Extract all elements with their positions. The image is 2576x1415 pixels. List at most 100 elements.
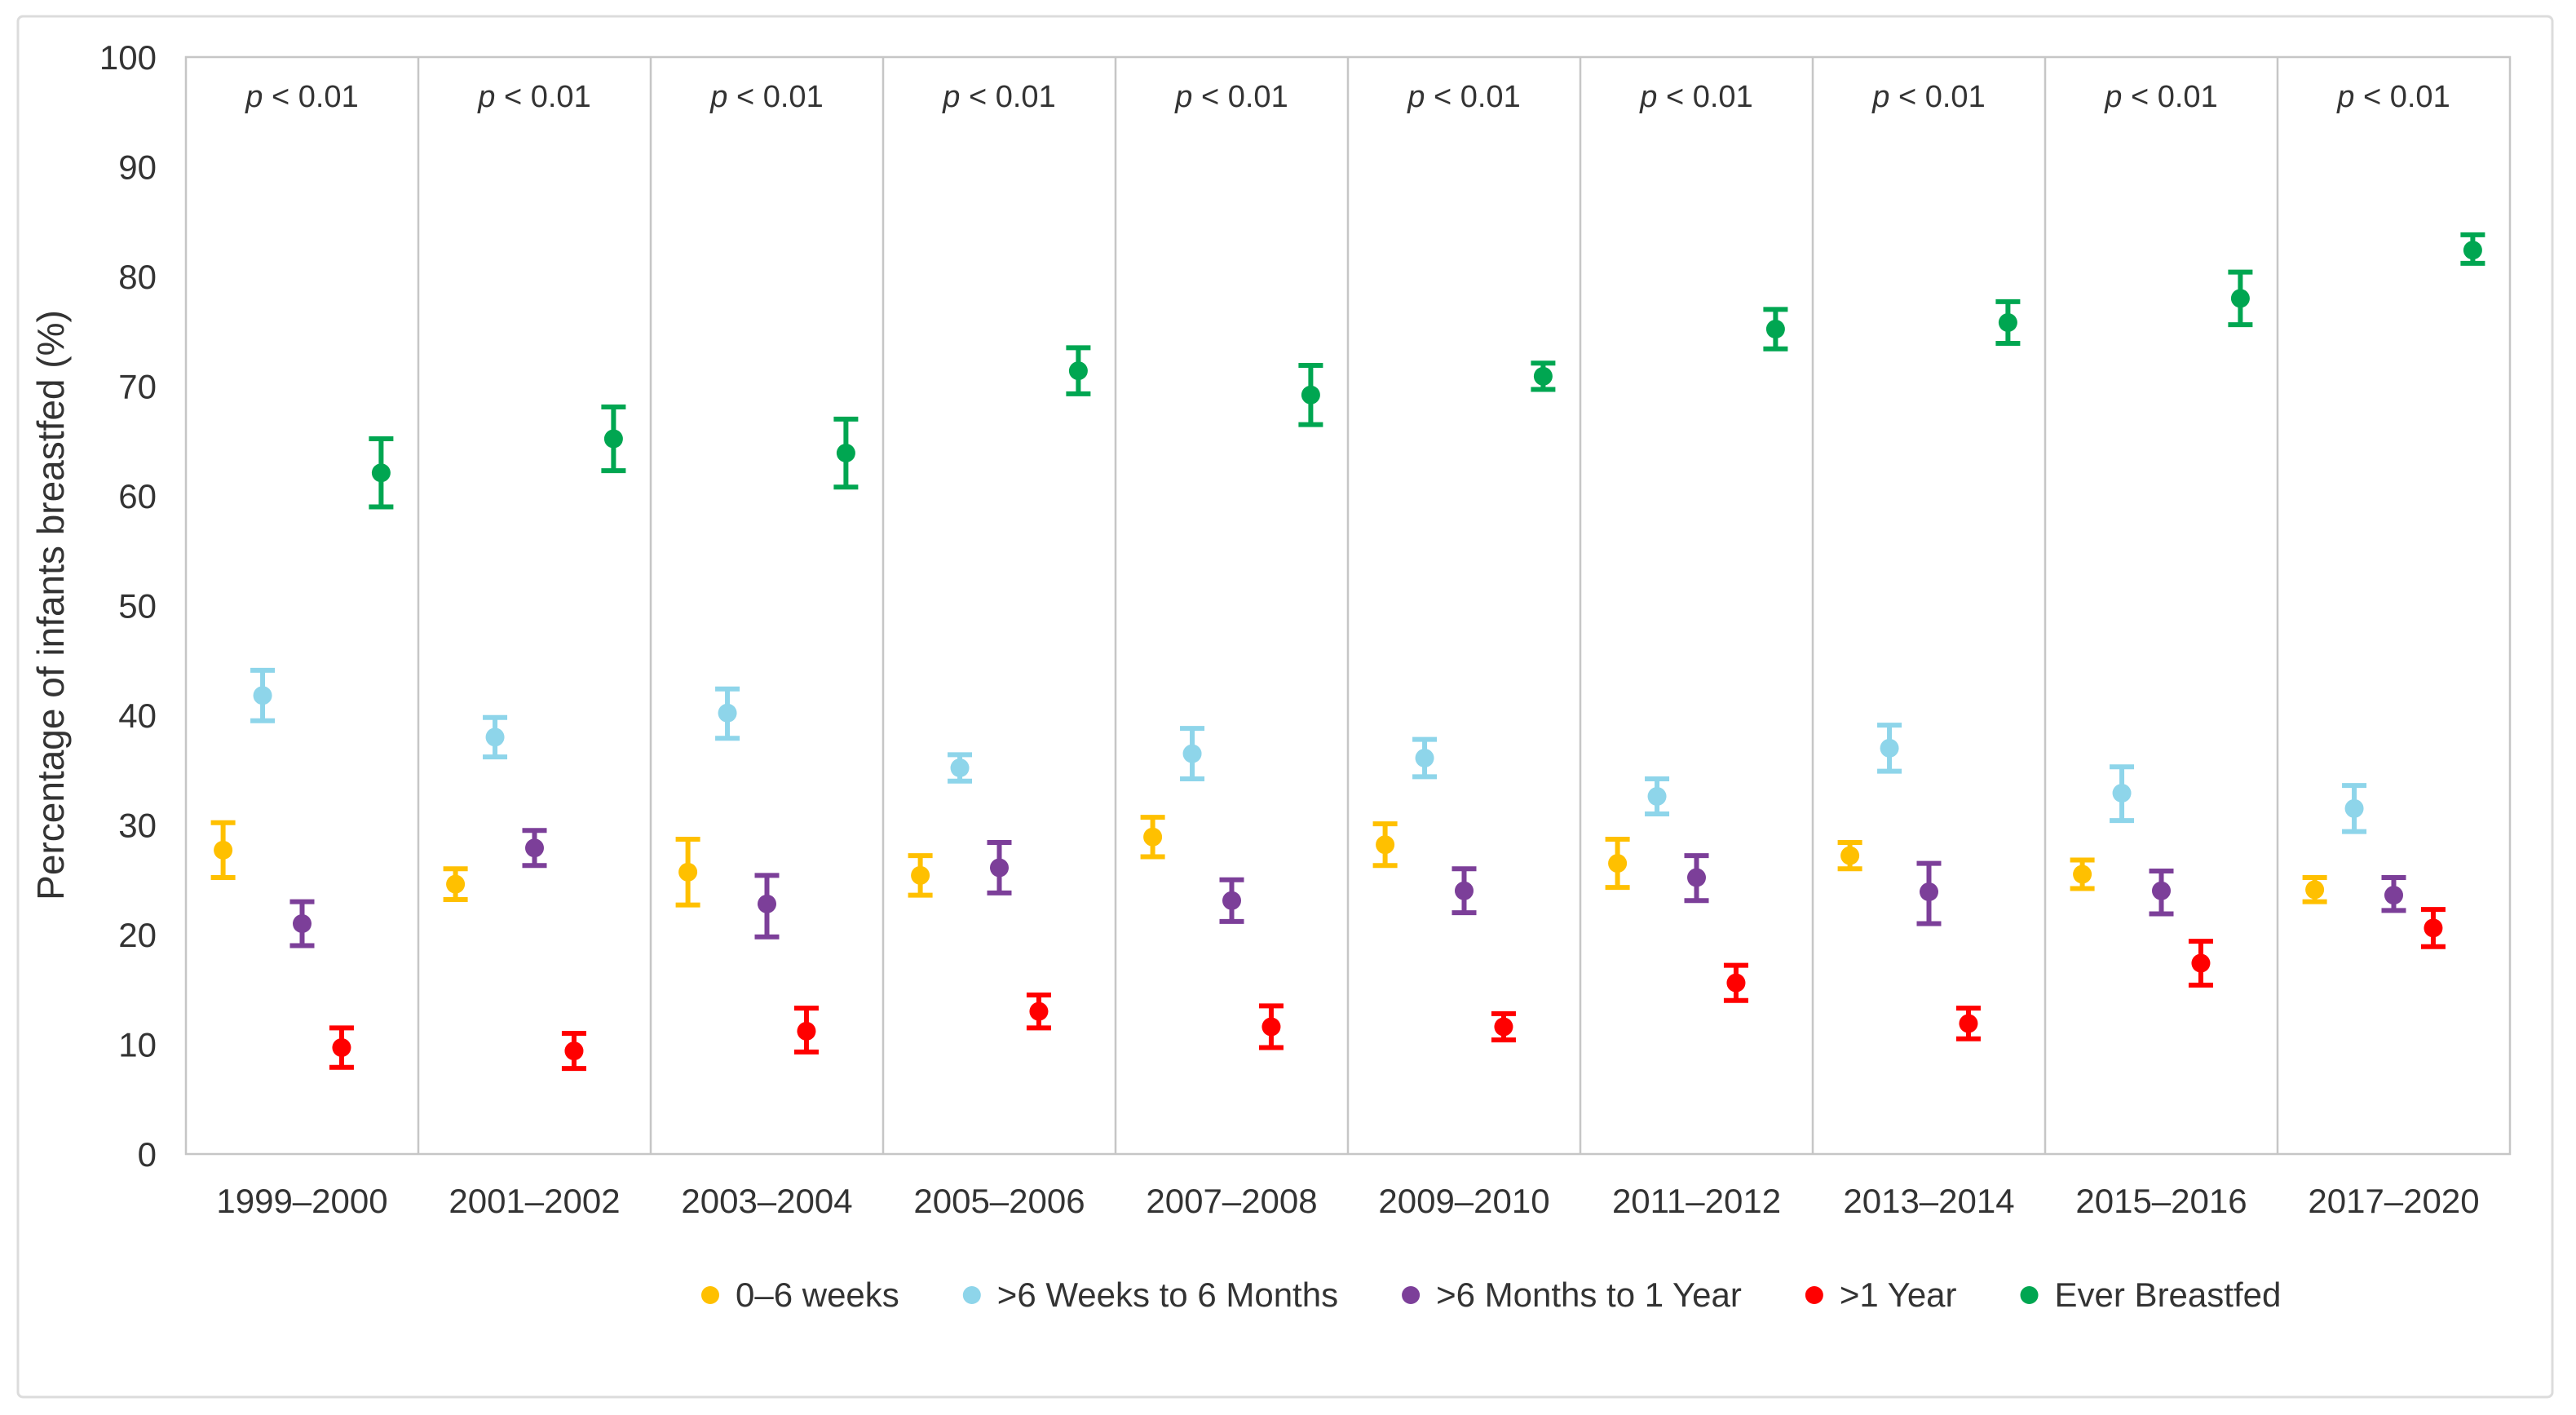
data-point (1645, 776, 1670, 817)
point-marker (1533, 366, 1553, 386)
y-tick-label: 90 (118, 148, 157, 187)
y-tick-label: 80 (118, 258, 157, 296)
legend-label: >6 Weeks to 6 Months (997, 1276, 1338, 1314)
data-point (2420, 907, 2446, 949)
point-marker (1029, 1002, 1049, 1021)
y-tick-label: 30 (118, 807, 157, 845)
point-marker (1182, 744, 1202, 763)
point-marker (371, 463, 391, 483)
point-marker (758, 894, 776, 913)
point-marker (1376, 835, 1395, 855)
data-point (987, 840, 1012, 895)
legend-item-ever-breastfed: Ever Breastfed (2020, 1276, 2281, 1314)
point-marker (950, 758, 970, 778)
point-marker (253, 686, 272, 705)
point-marker (718, 703, 737, 723)
x-category-label: 2003–2004 (681, 1182, 852, 1220)
point-marker (2152, 881, 2171, 900)
data-point (250, 667, 276, 723)
series-1 (210, 815, 2327, 908)
point-marker (332, 1038, 351, 1058)
point-marker (2305, 880, 2325, 900)
legend-label: 0–6 weeks (736, 1276, 899, 1314)
data-point (1837, 840, 1862, 872)
data-point (1298, 362, 1323, 427)
p-value-annotation: p < 0.01 (477, 80, 590, 114)
x-category-label: 2009–2010 (1378, 1182, 1549, 1220)
x-category-label: 2007–2008 (1146, 1182, 1317, 1220)
x-category-label: 2013–2014 (1843, 1182, 2014, 1220)
p-value-annotation: p < 0.01 (1407, 80, 1520, 114)
legend-label: >1 Year (1840, 1276, 1957, 1314)
data-point (1451, 866, 1477, 916)
point-marker (525, 838, 544, 858)
point-marker (1647, 787, 1667, 807)
data-point (754, 873, 780, 940)
data-point (1066, 345, 1091, 396)
data-point (908, 853, 933, 898)
data-point (1995, 298, 2021, 347)
x-category-label: 2005–2006 (913, 1182, 1085, 1220)
p-value-annotation: p < 0.01 (1639, 80, 1752, 114)
data-point (1605, 836, 1630, 891)
data-point (2110, 764, 2135, 824)
panel-p-value-annotations: p < 0.01 p < 0.01 p < 0.01 p < 0.01 p < 0.01… (245, 80, 2450, 114)
point-marker (603, 429, 623, 449)
data-point (1219, 877, 1244, 924)
legend-item-6-weeks-to-6-months: >6 Weeks to 6 Months (962, 1276, 1338, 1314)
point-marker (446, 874, 466, 894)
legend-marker-6-months-to-1-year (1402, 1286, 1421, 1304)
data-point (601, 405, 626, 474)
p-value-annotation: p < 0.01 (942, 80, 1055, 114)
point-marker (836, 444, 855, 463)
data-point (1140, 815, 1165, 860)
point-marker (1687, 868, 1706, 887)
data-point (2228, 269, 2253, 328)
data-point (1180, 726, 1205, 782)
point-marker (911, 865, 930, 885)
point-marker (2384, 886, 2403, 905)
panel-frames (184, 55, 2512, 1156)
p-value-annotation: p < 0.01 (2104, 80, 2217, 114)
y-tick-label: 20 (118, 916, 157, 954)
data-point (210, 820, 236, 881)
data-point (2188, 939, 2213, 988)
point-marker (1840, 846, 1860, 865)
data-point (1684, 853, 1709, 904)
point-marker (797, 1021, 816, 1041)
data-point (483, 714, 508, 760)
data-point (715, 686, 740, 741)
point-marker (564, 1041, 584, 1061)
point-marker (214, 840, 233, 860)
data-point (1412, 736, 1438, 780)
legend-item-6-months-to-1-year: >6 Months to 1 Year (1402, 1276, 1742, 1314)
data-point (1491, 1010, 1516, 1043)
point-marker (1726, 973, 1746, 993)
legend-item-1-year: >1 Year (1805, 1276, 1957, 1314)
data-point (2149, 868, 2174, 917)
x-category-label: 1999–2000 (216, 1182, 387, 1220)
series-4 (329, 907, 2446, 1072)
point-marker (1959, 1014, 1978, 1033)
y-tick-label: 60 (118, 477, 157, 515)
point-marker (1920, 882, 1938, 902)
point-marker (2112, 783, 2132, 803)
data-point (443, 866, 468, 902)
figure-border (16, 15, 2554, 1399)
data-point (2460, 232, 2485, 266)
legend-label: >6 Months to 1 Year (1436, 1276, 1742, 1314)
point-marker (2463, 241, 2482, 260)
point-marker (1415, 748, 1434, 767)
point-marker (2424, 918, 2443, 938)
point-marker (1143, 827, 1163, 847)
point-marker (1608, 854, 1628, 873)
y-tick-label: 50 (118, 587, 157, 626)
p-value-annotation: p < 0.01 (1174, 80, 1288, 114)
data-point (369, 436, 394, 510)
legend-item-0-6-weeks: 0–6 weeks (701, 1276, 899, 1314)
x-category-label: 2001–2002 (448, 1182, 620, 1220)
data-point (1723, 962, 1748, 1003)
x-category-label: 2015–2016 (2075, 1182, 2247, 1220)
